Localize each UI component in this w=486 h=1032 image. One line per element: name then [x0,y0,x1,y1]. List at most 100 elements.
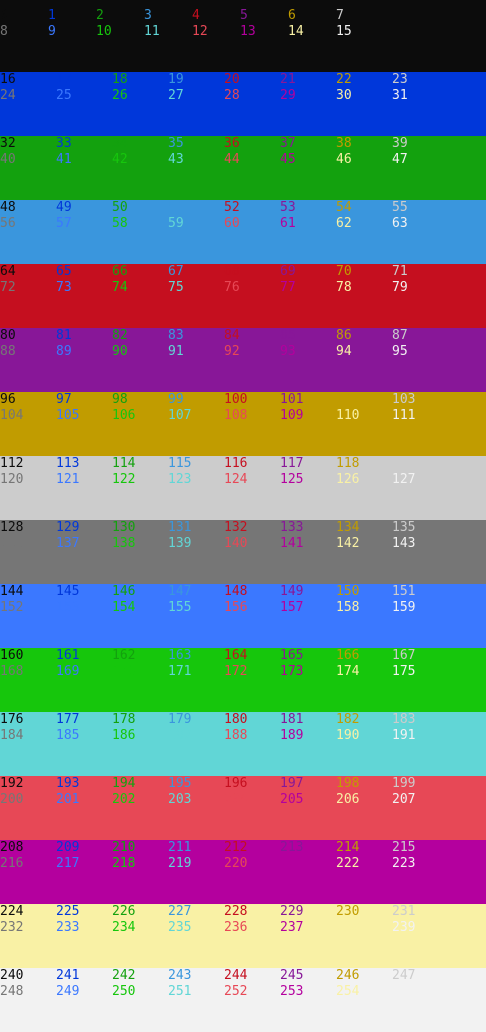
color-index-140: 140 [224,536,248,551]
color-index-179: 179 [168,712,192,727]
color-index-20: 20 [224,72,240,87]
color-index-24: 24 [0,88,16,103]
color-index-231: 231 [392,904,416,919]
color-index-230: 230 [336,904,360,919]
color-index-52: 52 [224,200,240,215]
color-index-40: 40 [0,152,16,167]
color-index-14: 14 [288,24,304,39]
color-index-175: 175 [392,664,416,679]
color-index-10: 10 [96,24,112,39]
color-index-228: 228 [224,904,248,919]
color-index-53: 53 [280,200,296,215]
color-index-79: 79 [392,280,408,295]
color-index-136: 136 [0,536,24,551]
color-index-28: 28 [224,88,240,103]
color-index-123: 123 [168,472,192,487]
text-cursor [447,998,455,1001]
color-index-67: 67 [168,264,184,279]
color-band-0 [0,0,486,72]
color-index-180: 180 [224,712,248,727]
color-index-248: 248 [0,984,24,999]
color-index-197: 197 [280,776,304,791]
color-index-64: 64 [0,264,16,279]
color-index-115: 115 [168,456,192,471]
color-index-116: 116 [224,456,248,471]
color-index-181: 181 [280,712,304,727]
color-index-111: 111 [392,408,416,423]
color-band-1 [0,72,486,136]
color-index-11: 11 [144,24,160,39]
color-index-160: 160 [0,648,24,663]
color-index-172: 172 [224,664,248,679]
color-index-203: 203 [168,792,192,807]
color-index-202: 202 [112,792,136,807]
color-index-125: 125 [280,472,304,487]
color-index-173: 173 [280,664,304,679]
color-band-8 [0,520,486,584]
color-index-68: 68 [224,264,240,279]
color-index-18: 18 [112,72,128,87]
color-index-94: 94 [336,344,352,359]
color-index-169: 169 [56,664,80,679]
color-index-26: 26 [112,88,128,103]
color-index-71: 71 [392,264,408,279]
color-index-141: 141 [280,536,304,551]
color-index-32: 32 [0,136,16,151]
color-index-190: 190 [336,728,360,743]
color-index-44: 44 [224,152,240,167]
color-index-165: 165 [280,648,304,663]
color-index-238: 238 [336,920,360,935]
color-index-187: 187 [168,728,192,743]
color-index-72: 72 [0,280,16,295]
color-index-50: 50 [112,200,128,215]
color-index-1: 1 [48,8,56,23]
color-index-88: 88 [0,344,16,359]
color-index-188: 188 [224,728,248,743]
color-index-59: 59 [168,216,184,231]
color-index-131: 131 [168,520,192,535]
color-index-162: 162 [112,648,136,663]
color-index-31: 31 [392,88,408,103]
color-index-174: 174 [336,664,360,679]
color-index-83: 83 [168,328,184,343]
color-index-195: 195 [168,776,192,791]
color-index-85: 85 [280,328,296,343]
color-index-41: 41 [56,152,72,167]
color-index-166: 166 [336,648,360,663]
color-index-145: 145 [56,584,80,599]
color-band-3 [0,200,486,264]
color-index-70: 70 [336,264,352,279]
color-index-168: 168 [0,664,24,679]
color-index-143: 143 [392,536,416,551]
color-index-192: 192 [0,776,24,791]
color-index-164: 164 [224,648,248,663]
color-index-201: 201 [56,792,80,807]
color-band-12 [0,776,486,840]
color-index-27: 27 [168,88,184,103]
color-index-92: 92 [224,344,240,359]
color-index-235: 235 [168,920,192,935]
color-index-84: 84 [224,328,240,343]
color-index-46: 46 [336,152,352,167]
color-index-73: 73 [56,280,72,295]
color-index-119: 119 [392,456,416,471]
color-index-6: 6 [288,8,296,23]
color-index-21: 21 [280,72,296,87]
color-index-149: 149 [280,584,304,599]
color-index-213: 213 [280,840,304,855]
color-index-76: 76 [224,280,240,295]
color-index-45: 45 [280,152,296,167]
color-index-117: 117 [280,456,304,471]
color-index-206: 206 [336,792,360,807]
color-index-36: 36 [224,136,240,151]
color-index-12: 12 [192,24,208,39]
color-index-155: 155 [168,600,192,615]
color-index-61: 61 [280,216,296,231]
color-index-148: 148 [224,584,248,599]
color-index-48: 48 [0,200,16,215]
color-index-236: 236 [224,920,248,935]
color-index-200: 200 [0,792,24,807]
color-index-224: 224 [0,904,24,919]
color-index-81: 81 [56,328,72,343]
color-index-35: 35 [168,136,184,151]
